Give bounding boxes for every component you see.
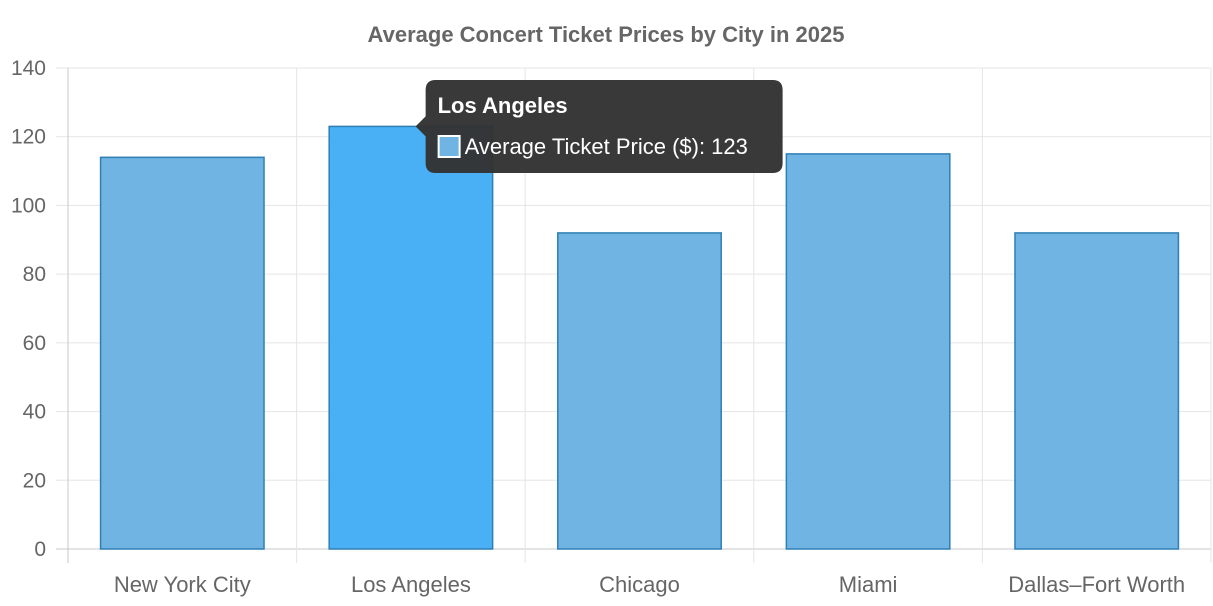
bars [99,125,1180,550]
y-axis-ticks: 0 20 40 60 80 100 120 140 [11,57,46,561]
bar-new-york-city[interactable] [99,156,265,550]
y-tick-label: 60 [23,332,46,355]
bar-miami[interactable] [785,153,951,550]
x-axis-ticks: New York City Los Angeles Chicago Miami Dall… [114,572,1185,597]
tooltip-color-swatch [437,135,461,158]
bar-dallas-fort-worth[interactable] [1014,232,1180,550]
y-tick-label: 100 [11,194,46,217]
y-tick-label: 40 [23,401,46,424]
y-tick-label: 80 [23,263,46,286]
x-tick-label: Los Angeles [351,572,471,597]
x-tick-label: New York City [114,572,251,597]
x-tick-label: Miami [839,572,898,597]
tooltip: Los Angeles Average Ticket Price ($): 12… [415,80,783,173]
y-tick-label: 20 [23,469,46,492]
tooltip-title: Los Angeles [438,93,568,118]
bar-chicago[interactable] [557,232,722,550]
y-tick-label: 120 [11,126,46,149]
chart-title: Average Concert Ticket Prices by City in… [368,22,845,47]
y-tick-label: 0 [34,538,46,561]
tooltip-background [415,80,783,173]
x-tick-label: Chicago [599,572,680,597]
x-tick-label: Dallas–Fort Worth [1008,572,1185,597]
y-tick-label: 140 [11,57,46,80]
bar-los-angeles[interactable] [328,125,494,550]
tooltip-label: Average Ticket Price ($): 123 [465,134,748,159]
